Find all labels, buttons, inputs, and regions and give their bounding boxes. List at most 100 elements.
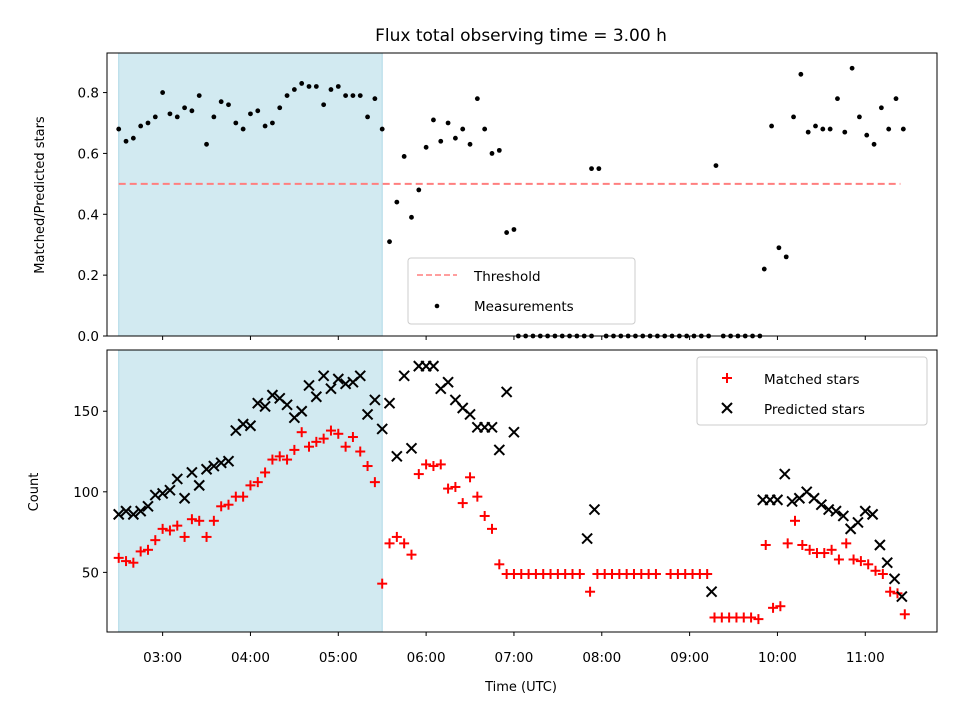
- data-point: [804, 544, 815, 555]
- data-point: [401, 154, 407, 159]
- data-point: [354, 370, 366, 382]
- data-point: [142, 544, 153, 555]
- data-point: [399, 538, 410, 549]
- data-point: [113, 552, 124, 563]
- data-point: [262, 123, 268, 129]
- data-point: [223, 499, 234, 510]
- data-point: [383, 397, 396, 409]
- data-point: [365, 114, 370, 120]
- data-point: [311, 436, 322, 447]
- data-point: [340, 441, 351, 452]
- data-point: [332, 373, 344, 385]
- data-point: [208, 460, 220, 472]
- data-point: [357, 93, 363, 99]
- data-point: [467, 141, 473, 147]
- legend-matched-label: Matched stars: [764, 372, 860, 388]
- data-point: [431, 117, 436, 123]
- data-point: [186, 514, 197, 525]
- data-point: [142, 500, 154, 513]
- data-point: [489, 151, 495, 156]
- data-point: [423, 144, 429, 150]
- data-point: [782, 538, 793, 549]
- data-point: [848, 554, 859, 565]
- data-point: [457, 498, 468, 509]
- legend-matched-swatch: [722, 373, 732, 383]
- data-point: [226, 102, 231, 108]
- data-point: [482, 126, 488, 132]
- data-point: [450, 481, 461, 492]
- data-point: [849, 65, 855, 71]
- data-point: [857, 114, 862, 120]
- data-point: [783, 254, 789, 260]
- data-point: [281, 399, 293, 411]
- bottom-legend: Matched stars Predicted stars: [696, 356, 928, 426]
- data-point: [760, 539, 771, 550]
- data-point: [826, 544, 837, 555]
- data-point: [328, 87, 334, 92]
- data-point: [596, 166, 602, 172]
- data-point: [413, 469, 424, 480]
- data-point: [369, 394, 381, 406]
- data-point: [442, 376, 454, 388]
- legend-threshold-label: Threshold: [473, 269, 541, 285]
- y-tick-label: 100: [73, 485, 99, 501]
- data-point: [150, 535, 161, 546]
- data-point: [376, 423, 388, 435]
- data-point: [240, 126, 246, 132]
- data-point: [511, 227, 517, 232]
- data-point: [421, 459, 432, 470]
- bottom-plot-area: 50 100 150 03:00 04:00 05:00 06:00 07:00 08:00 09…: [73, 349, 938, 666]
- data-point: [406, 549, 417, 560]
- data-point: [270, 120, 275, 126]
- data-point: [409, 214, 414, 220]
- data-point: [805, 129, 811, 135]
- data-point: [387, 239, 392, 245]
- data-point: [830, 505, 842, 517]
- data-point: [377, 578, 388, 589]
- data-point: [193, 479, 205, 492]
- data-point: [255, 108, 261, 114]
- data-point: [296, 427, 307, 438]
- data-point: [508, 426, 520, 438]
- data-point: [295, 405, 308, 417]
- data-point: [304, 441, 315, 452]
- data-point: [500, 386, 513, 398]
- data-point: [128, 557, 139, 568]
- data-point: [753, 614, 764, 625]
- data-point: [479, 510, 490, 521]
- data-point: [179, 531, 190, 542]
- data-point: [893, 96, 899, 102]
- data-point: [248, 111, 253, 117]
- data-point: [167, 111, 173, 117]
- y-tick-label: 0.6: [78, 146, 99, 162]
- bottom-legend-box: [696, 356, 928, 426]
- data-point: [313, 84, 319, 89]
- data-point: [282, 454, 293, 465]
- data-point: [896, 590, 908, 603]
- data-point: [791, 114, 796, 120]
- data-point: [776, 245, 782, 251]
- bottom-xlabel: Time (UTC): [484, 680, 557, 695]
- data-point: [157, 523, 168, 534]
- data-point: [798, 71, 804, 77]
- data-point: [289, 444, 300, 455]
- data-point: [771, 494, 784, 506]
- data-point: [123, 138, 129, 144]
- data-point: [427, 360, 440, 372]
- data-point: [394, 199, 400, 205]
- data-point: [252, 477, 263, 488]
- data-point: [130, 135, 136, 141]
- top-legend: Threshold Measurements: [407, 257, 636, 325]
- data-point: [318, 433, 329, 444]
- bottom-ylabel: Count: [27, 473, 42, 512]
- data-point: [486, 523, 497, 534]
- data-point: [769, 123, 774, 129]
- data-point: [172, 520, 183, 531]
- data-point: [460, 126, 466, 132]
- data-point: [819, 548, 830, 559]
- data-point: [182, 105, 187, 111]
- data-point: [585, 586, 596, 597]
- data-point: [852, 516, 864, 529]
- data-point: [164, 484, 176, 496]
